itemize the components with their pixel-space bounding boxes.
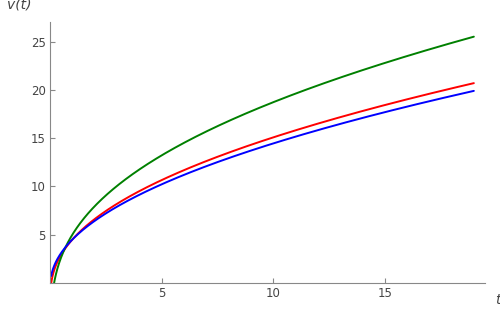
Y-axis label: v(t): v(t) bbox=[8, 0, 32, 12]
X-axis label: t: t bbox=[496, 294, 500, 308]
